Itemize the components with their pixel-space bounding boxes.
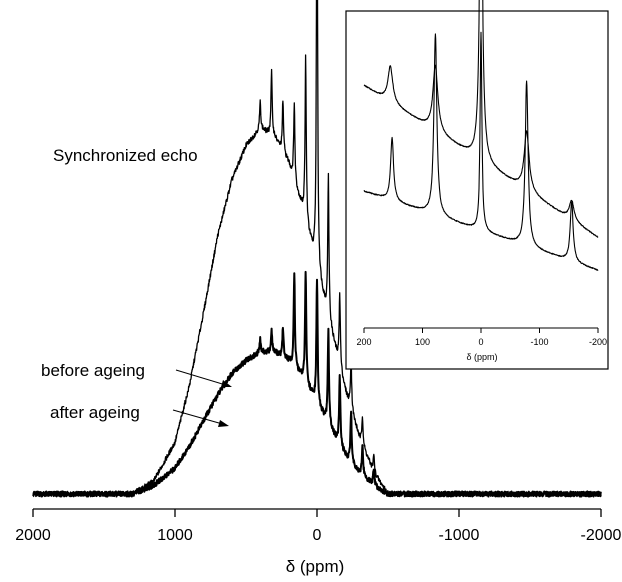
main-x-tick-label-1000: 1000 — [157, 527, 193, 544]
inset-x-tick-label--100: -100 — [530, 337, 548, 347]
chart-title: Synchronized echo — [53, 146, 198, 165]
annotation-before-ageing-arrowhead — [221, 380, 232, 387]
inset-x-ticks: 200 100 0 -100 -200 — [356, 328, 607, 347]
inset-series-group — [363, 0, 599, 271]
annotation-after-ageing: after ageing — [50, 403, 229, 427]
annotation-before-ageing-label: before ageing — [41, 361, 145, 380]
inset-frame — [345, 10, 609, 370]
inset-series-before-ageing — [363, 0, 599, 238]
annotation-before-ageing-arrow — [175, 369, 230, 387]
main-series-after-ageing — [32, 270, 602, 498]
inset-x-tick-label--200: -200 — [589, 337, 607, 347]
main-x-ticks: 2000 1000 0 -1000 -2000 — [15, 509, 622, 544]
main-x-tick-label--1000: -1000 — [439, 527, 480, 544]
main-x-axis-label: δ (ppm) — [286, 557, 345, 576]
inset-x-axis-label: δ (ppm) — [466, 352, 497, 362]
main-x-tick-label-2000: 2000 — [15, 527, 51, 544]
inset-x-tick-label-0: 0 — [478, 337, 483, 347]
annotation-after-ageing-arrow — [172, 409, 227, 426]
annotation-after-ageing-arrowhead — [218, 420, 229, 427]
annotation-after-ageing-label: after ageing — [50, 403, 140, 422]
main-x-tick-label--2000: -2000 — [581, 527, 622, 544]
annotation-before-ageing: before ageing — [41, 361, 232, 387]
main-plot: 2000 1000 0 -1000 -2000 δ (ppm) Synchronized… — [15, 0, 622, 576]
main-series-group — [32, 0, 602, 498]
inset-x-tick-label-200: 200 — [356, 337, 371, 347]
inset-plot: 200 100 0 -100 -200 δ (ppm) — [345, 0, 609, 370]
inset-x-tick-label-100: 100 — [415, 337, 430, 347]
inset-series-after-ageing — [363, 31, 599, 271]
main-x-tick-label-0: 0 — [313, 527, 322, 544]
